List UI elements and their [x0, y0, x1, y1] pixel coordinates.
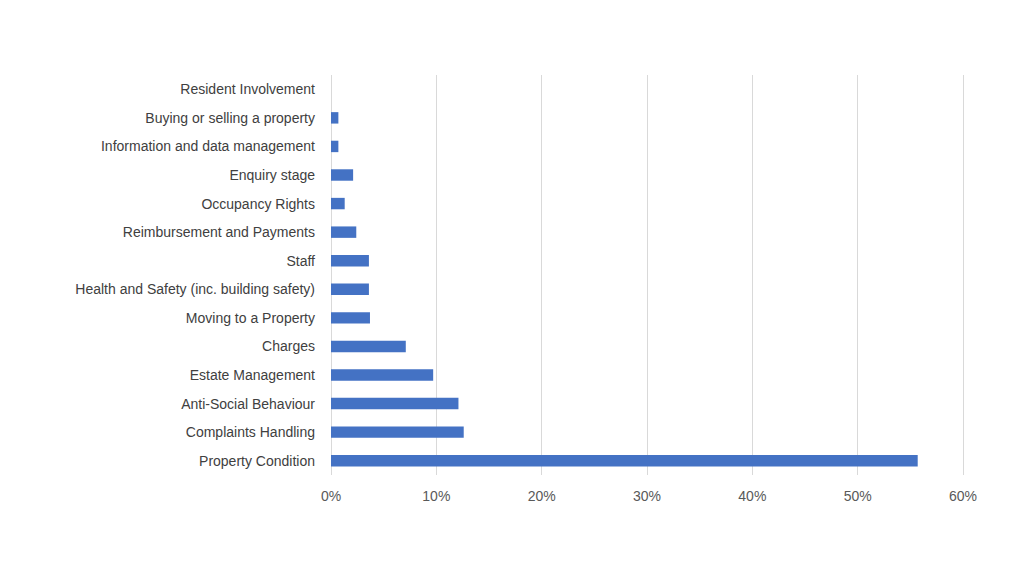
svg-text:50%: 50% [844, 488, 872, 504]
svg-text:60%: 60% [949, 488, 977, 504]
svg-text:Enquiry stage: Enquiry stage [229, 167, 315, 183]
svg-text:Reimbursement and Payments: Reimbursement and Payments [123, 224, 315, 240]
svg-text:0%: 0% [321, 488, 341, 504]
svg-text:Buying or selling a property: Buying or selling a property [145, 110, 315, 126]
svg-text:Property Condition: Property Condition [199, 453, 315, 469]
svg-text:Moving to a Property: Moving to a Property [186, 310, 315, 326]
svg-text:Resident Involvement: Resident Involvement [180, 81, 315, 97]
svg-text:Estate Management: Estate Management [190, 367, 315, 383]
svg-text:Charges: Charges [262, 338, 315, 354]
svg-text:Complaints Handling: Complaints Handling [186, 424, 315, 440]
svg-text:30%: 30% [633, 488, 661, 504]
svg-text:10%: 10% [422, 488, 450, 504]
svg-text:20%: 20% [528, 488, 556, 504]
svg-text:Staff: Staff [286, 253, 315, 269]
svg-text:Occupancy Rights: Occupancy Rights [201, 196, 315, 212]
svg-text:Information and data managemen: Information and data management [101, 138, 315, 154]
svg-text:40%: 40% [738, 488, 766, 504]
svg-text:Anti-Social Behaviour: Anti-Social Behaviour [181, 396, 315, 412]
svg-text:Health and Safety (inc. buildi: Health and Safety (inc. building safety) [75, 281, 315, 297]
